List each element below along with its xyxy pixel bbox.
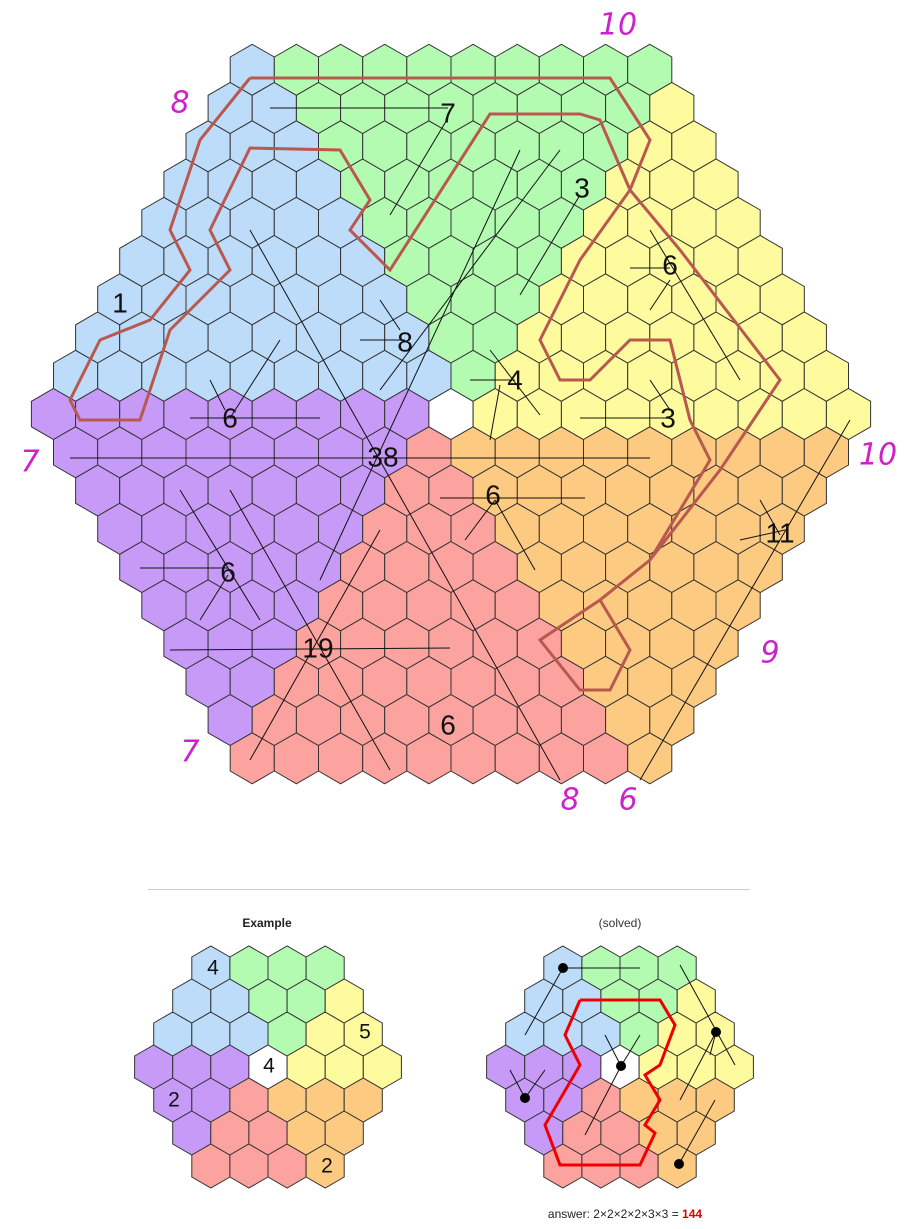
edge-number: 9 [760, 636, 779, 671]
clue-number: 3 [574, 173, 590, 204]
solved-line [620, 1034, 641, 1067]
example-clue: 4 [263, 1055, 275, 1078]
solved-dot [711, 1027, 721, 1037]
connector-line [169, 647, 451, 651]
connector-line [249, 229, 561, 781]
clue-number: 38 [367, 442, 398, 473]
clue-number: 4 [507, 365, 523, 396]
connector-line [739, 529, 786, 541]
connector-line [379, 299, 401, 331]
clue-number: 6 [220, 557, 236, 588]
edge-number: 8 [560, 783, 579, 818]
clue-number: 1 [112, 288, 128, 319]
solved-line [524, 1069, 546, 1099]
connector-line [229, 339, 281, 419]
hex-cell[interactable] [825, 387, 872, 441]
example-title: Example [242, 916, 292, 930]
clue-connector-lines [70, 107, 851, 781]
solved-line [524, 967, 564, 1036]
connector-line [229, 489, 391, 771]
solved-dot [558, 963, 568, 973]
edge-number: 8 [170, 86, 189, 121]
clue-number: 6 [222, 403, 238, 434]
example-hex-grid [134, 945, 402, 1189]
example-clue: 5 [359, 1021, 371, 1044]
clue-number: 7 [440, 98, 456, 129]
solved-line [584, 1065, 622, 1136]
solved-line [604, 1034, 622, 1067]
clue-number: 6 [485, 480, 501, 511]
clue-number: 3 [660, 403, 676, 434]
connector-line [759, 499, 781, 536]
example-board: 4 5 4 2 2 [134, 945, 402, 1189]
example-clue: 2 [321, 1155, 333, 1178]
solved-connector-lines [509, 964, 736, 1165]
example-clue: 2 [168, 1089, 180, 1112]
answer-line: answer: 2×2×2×2×3×3 = 144 [475, 1207, 775, 1221]
solved-path [543, 998, 677, 1167]
edge-number: 6 [618, 783, 637, 818]
solved-line [679, 964, 736, 1066]
connector-line [494, 499, 536, 571]
clue-number: 6 [440, 710, 456, 741]
connector-line [649, 279, 671, 311]
connector-line [649, 379, 671, 411]
solution-path [68, 76, 782, 692]
solved-line [678, 1099, 716, 1165]
connector-line [489, 349, 541, 416]
connector-line [199, 574, 229, 621]
section-divider [148, 889, 750, 890]
edge-number: 7 [180, 735, 199, 770]
solved-dot [616, 1061, 626, 1071]
hex-cell[interactable] [714, 1044, 754, 1090]
connector-line [649, 229, 741, 381]
connector-line [389, 117, 449, 216]
puzzle-board: 7 3 6 1 8 4 6 3 38 6 11 6 19 6 10 8 7 10… [20, 8, 897, 818]
solved-title: (solved) [598, 916, 642, 930]
connector-line [639, 419, 851, 781]
solved-line [509, 1069, 526, 1099]
clue-number: 11 [765, 518, 794, 549]
solved-board [486, 945, 754, 1189]
solved-line [679, 1031, 717, 1101]
solved-dot [674, 1159, 684, 1169]
solved-dot [520, 1093, 530, 1103]
edge-number: 7 [20, 445, 39, 480]
connector-line [249, 529, 381, 761]
answer-value: 144 [682, 1207, 703, 1221]
connector-line [519, 194, 581, 296]
clue-number: 8 [397, 327, 413, 358]
edge-number: 10 [599, 8, 637, 43]
connector-line [179, 489, 261, 621]
connector-line [379, 149, 561, 391]
clue-number: 6 [662, 250, 678, 281]
example-clue: 4 [207, 957, 219, 980]
clue-number: 19 [302, 633, 333, 664]
edge-numbers: 10 8 7 10 9 7 8 6 [20, 8, 897, 818]
connector-line [319, 149, 521, 581]
solved-dots [520, 963, 721, 1169]
main-hex-grid [30, 43, 872, 785]
edge-number: 10 [859, 438, 897, 473]
connector-line [464, 499, 496, 541]
answer-prefix: answer: 2×2×2×2×3×3 = [547, 1207, 683, 1221]
connector-line [209, 379, 226, 411]
connector-line [489, 384, 501, 441]
clue-numbers: 7 3 6 1 8 4 6 3 38 6 11 6 19 6 [112, 98, 794, 741]
hex-cell[interactable] [362, 1044, 402, 1090]
